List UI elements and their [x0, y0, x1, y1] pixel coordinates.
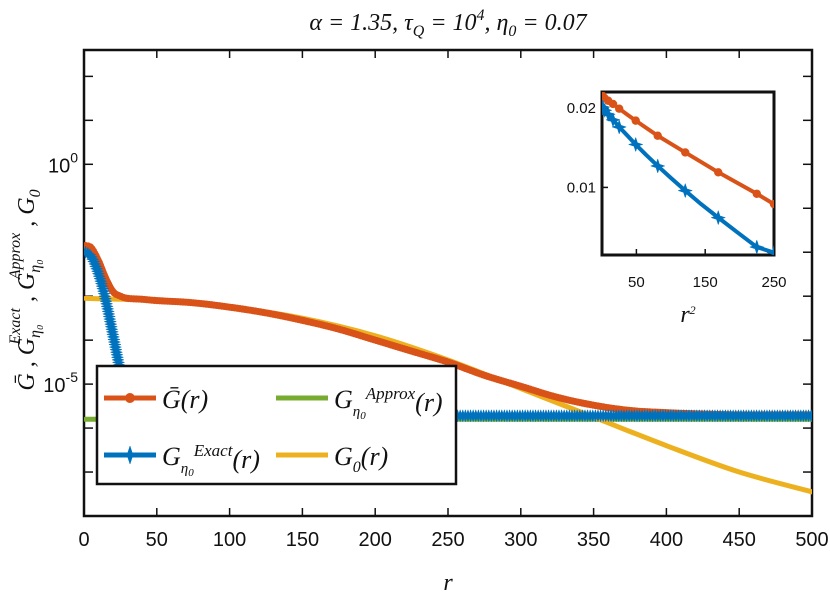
inset-series-point-gexact: [611, 119, 627, 135]
inset-x-tick-label: 150: [693, 274, 718, 291]
inset-series-point-gexact: [766, 244, 774, 255]
y-tick-label: 10-5: [43, 369, 78, 397]
x-tick-label: 300: [504, 529, 537, 551]
legend-box: [95, 364, 458, 486]
x-tick-label: 0: [78, 529, 89, 551]
x-tick-label: 50: [146, 529, 168, 551]
legend-entry-g0: G_0(r) G0(r): [276, 442, 388, 476]
legend: Ḡ(r)Ḡ(r) G_η0^Approx(r) Gη0Approx(r) G_η0^E…: [95, 364, 458, 486]
x-tick-label: 450: [723, 529, 756, 551]
inset-series-point-gexact: [649, 158, 666, 174]
inset-series-point-gexact: [677, 182, 694, 199]
inset-series-point-gbar: [631, 116, 640, 125]
legend-label-gexact: G_η0^Exact(r)Gη0Exact(r): [162, 441, 260, 479]
inset-series-point-gexact: [627, 136, 644, 153]
inset-series-point-gbar: [752, 189, 761, 198]
inset-series-point-gexact: [748, 239, 765, 255]
inset-series-point-gbar: [653, 131, 662, 140]
y-tick-label: 100: [48, 149, 78, 177]
inset-series-point-gbar: [615, 104, 624, 113]
main-series-group: [84, 242, 812, 495]
legend-entry-gexact: G_η0^Exact(r)Gη0Exact(r): [104, 441, 260, 479]
x-tick-label: 100: [213, 529, 246, 551]
x-tick-label: 200: [359, 529, 392, 551]
x-tick-label: 150: [286, 529, 319, 551]
inset-axis-ticks: 50 150 250 0.02 0.01: [567, 100, 787, 291]
x-tick-label: 350: [577, 529, 610, 551]
inset-y-tick-label: 0.01: [567, 179, 596, 196]
series-point-gexact: [804, 408, 812, 423]
legend-label-g0: G_0(r) G0(r): [334, 442, 388, 476]
inset-x-tick-label: 50: [628, 274, 645, 291]
x-tick-label: 400: [650, 529, 683, 551]
x-tick-label: 500: [795, 529, 828, 551]
legend-label-gapprox: G_η0^Approx(r) Gη0Approx(r): [334, 384, 443, 422]
inset-series-point-gexact: [710, 209, 727, 226]
inset-series-point-gbar: [608, 99, 618, 109]
inset-series-point-gexact: [602, 106, 616, 123]
legend-marker-gbar: [125, 393, 135, 403]
legend-entry-gapprox: G_η0^Approx(r) Gη0Approx(r): [276, 384, 443, 422]
inset-series-line-gexact: [602, 106, 774, 255]
inset-series-point-gbar: [769, 199, 774, 209]
inset-series-point-gbar: [681, 148, 690, 157]
legend-label-gbar: Ḡ(r)Ḡ(r): [162, 385, 208, 414]
inset-y-tick-label: 0.02: [567, 100, 596, 117]
chart-title: α = 1.35, τQ = 104, η0 = 0.07: [309, 7, 587, 40]
inset-x-tick-label: 250: [761, 274, 786, 291]
x-tick-label: 250: [431, 529, 464, 551]
inset-series-group: [602, 92, 774, 255]
main-axis-ticks: 0 50 100 150 200 250 300 350 400 450 500 100 10-5: [43, 50, 829, 551]
inset-series-point-gbar: [714, 168, 723, 177]
legend-entry-gbar: Ḡ(r)Ḡ(r): [104, 385, 208, 414]
y-axis-label: Ḡ , Gη₀Exact , Gη₀Approx , G0: [7, 189, 44, 390]
legend-marker-gexact: [120, 445, 140, 465]
x-axis-label: r: [443, 570, 453, 596]
